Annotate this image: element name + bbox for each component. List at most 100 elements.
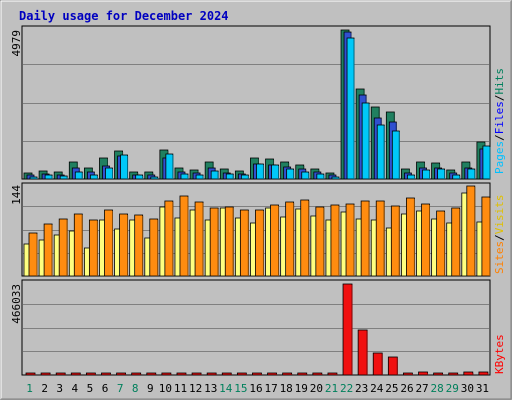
- bar-kbytes: [403, 372, 413, 376]
- bar-sites: [345, 203, 355, 277]
- bar-pages: [165, 153, 174, 180]
- bar-kbytes: [161, 372, 172, 376]
- visits-panel-legend: Sites/Visits: [493, 195, 506, 275]
- bar-kbytes: [101, 372, 111, 376]
- bar-pages: [482, 145, 491, 180]
- x-tick-label: 18: [280, 382, 293, 395]
- x-tick-label: 28: [431, 382, 444, 395]
- bar-sites: [119, 213, 128, 277]
- bar-pages: [467, 168, 476, 180]
- bar-pages: [361, 102, 370, 180]
- bar-pages: [437, 168, 446, 180]
- x-tick-label: 29: [446, 382, 459, 395]
- bar-kbytes: [387, 356, 398, 376]
- bar-pages: [180, 173, 189, 180]
- bar-sites: [330, 204, 340, 277]
- bar-sites: [104, 209, 113, 277]
- x-tick-label: 5: [87, 382, 94, 395]
- legend-sites: Sites: [493, 241, 506, 274]
- bar-sites: [390, 205, 400, 277]
- bar-pages: [256, 163, 264, 180]
- bar-sites: [300, 199, 310, 277]
- kbytes-panel-legend: KBytes: [493, 334, 506, 374]
- bar-kbytes: [236, 372, 247, 376]
- bar-kbytes: [85, 372, 96, 376]
- bar-kbytes: [357, 329, 368, 376]
- bar-kbytes: [448, 372, 459, 376]
- bar-kbytes: [221, 372, 232, 376]
- chart-title: Daily usage for December 2024: [19, 9, 229, 23]
- bar-sites: [481, 196, 491, 277]
- bars-layer: [23, 29, 491, 376]
- bar-pages: [376, 124, 385, 180]
- bar-kbytes: [146, 372, 157, 376]
- bar-pages: [210, 170, 219, 180]
- bar-kbytes: [70, 372, 81, 376]
- x-tick-label: 17: [264, 382, 277, 395]
- bar-kbytes: [463, 371, 474, 376]
- bar-sites: [28, 232, 38, 277]
- x-tick-label: 25: [385, 382, 398, 395]
- bar-kbytes: [433, 372, 444, 376]
- bar-sites: [134, 214, 144, 277]
- bar-kbytes: [478, 371, 489, 376]
- x-tick-label: 12: [189, 382, 202, 395]
- bar-kbytes: [418, 371, 428, 376]
- bar-kbytes: [372, 352, 383, 376]
- bar-sites: [164, 200, 174, 277]
- x-tick-label: 11: [174, 382, 187, 395]
- x-tick-label: 3: [56, 382, 63, 395]
- bar-pages: [44, 174, 53, 180]
- bar-pages: [225, 173, 234, 180]
- hits-panel-legend: Pages/Files/Hits: [493, 68, 506, 174]
- bar-sites: [375, 200, 385, 277]
- x-tick-label: 26: [400, 382, 413, 395]
- bar-sites: [255, 209, 264, 277]
- bar-pages: [271, 164, 279, 180]
- bar-pages: [240, 174, 249, 180]
- bar-pages: [346, 37, 355, 180]
- bar-sites: [451, 207, 461, 277]
- bar-sites: [406, 197, 415, 277]
- x-tick-label: 16: [249, 382, 262, 395]
- bar-pages: [286, 168, 295, 180]
- legend-separator: /: [493, 234, 506, 241]
- x-tick-label: 27: [415, 382, 428, 395]
- legend-separator: /: [493, 95, 506, 102]
- bar-pages: [74, 171, 83, 180]
- x-tick-label: 9: [147, 382, 154, 395]
- bar-sites: [179, 195, 189, 277]
- bar-pages: [29, 176, 38, 180]
- bar-pages: [316, 173, 325, 180]
- bar-sites: [315, 206, 325, 277]
- bar-kbytes: [176, 372, 187, 376]
- x-tick-label: 22: [340, 382, 353, 395]
- legend-pages: Pages: [493, 141, 506, 174]
- bar-sites: [466, 185, 476, 277]
- bar-sites: [149, 218, 159, 277]
- bar-kbytes: [297, 372, 308, 376]
- bar-sites: [194, 201, 204, 277]
- bar-pages: [407, 174, 415, 180]
- x-tick-label: 24: [370, 382, 384, 395]
- x-tick-label: 1: [26, 382, 33, 395]
- bar-sites: [285, 201, 295, 277]
- bar-kbytes: [327, 372, 338, 376]
- x-tick-label: 2: [41, 382, 48, 395]
- bar-sites: [270, 204, 279, 277]
- bar-sites: [209, 207, 219, 277]
- kbytes-panel-plot: [21, 279, 491, 376]
- x-tick-label: 10: [159, 382, 172, 395]
- x-tick-label: 30: [461, 382, 474, 395]
- x-tick-label: 13: [204, 382, 217, 395]
- kbytes-y-max-label: 466033: [10, 284, 23, 324]
- bar-pages: [135, 174, 144, 180]
- x-tick-label: 20: [310, 382, 323, 395]
- bar-kbytes: [206, 372, 217, 376]
- bar-pages: [452, 174, 461, 180]
- bar-sites: [436, 210, 446, 277]
- x-tick-label: 31: [476, 382, 489, 395]
- x-tick-label: 23: [355, 382, 368, 395]
